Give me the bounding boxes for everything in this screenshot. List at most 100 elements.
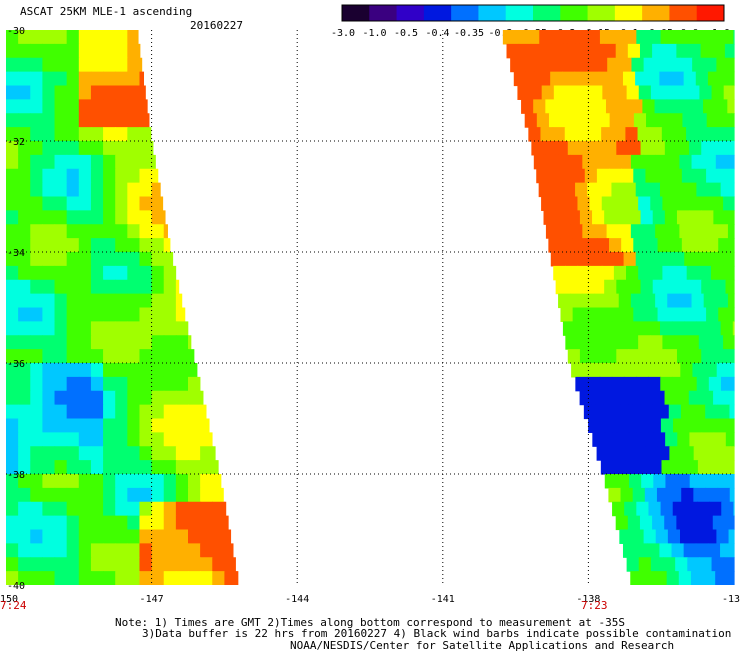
wind-cell — [650, 196, 664, 211]
wind-cell — [78, 85, 92, 100]
wind-cell — [669, 307, 683, 322]
wind-cell — [139, 515, 153, 531]
wind-cell — [733, 418, 735, 433]
west-pass-time: 7:24 — [0, 599, 27, 612]
wind-cell — [732, 182, 735, 198]
wind-cell — [681, 238, 695, 253]
wind-cell — [538, 71, 551, 87]
wind-cell — [42, 85, 56, 100]
wind-cell — [30, 404, 43, 420]
wind-cell — [188, 432, 201, 447]
wind-cell — [560, 307, 574, 322]
wind-cell — [718, 113, 732, 128]
wind-cell — [54, 432, 68, 447]
wind-cell — [550, 182, 564, 198]
wind-cell — [575, 321, 588, 336]
wind-cell — [599, 182, 613, 198]
wind-cell — [533, 99, 546, 114]
wind-cell — [609, 168, 622, 184]
wind-cell — [6, 557, 19, 572]
wind-cell — [42, 446, 56, 461]
wind-cell — [6, 210, 19, 225]
wind-cell — [30, 390, 43, 406]
wind-cell — [713, 279, 727, 295]
wind-cell — [6, 543, 19, 558]
wind-cell — [687, 557, 701, 572]
wind-cell — [103, 99, 116, 114]
wind-cell — [54, 30, 68, 45]
wind-cell — [42, 99, 56, 114]
wind-cell — [718, 168, 731, 184]
wind-cell — [42, 182, 56, 198]
wind-cell — [188, 571, 201, 585]
wind-cell — [115, 252, 128, 267]
wind-cell — [115, 182, 128, 198]
wind-cell — [630, 99, 643, 114]
wind-cell — [689, 279, 702, 295]
wind-cell — [78, 529, 92, 544]
wind-cell — [127, 127, 141, 142]
wind-cell — [18, 363, 31, 378]
wind-cell — [527, 30, 540, 45]
wind-cell — [30, 543, 43, 558]
wind-cell — [175, 432, 189, 447]
wind-cell — [115, 321, 128, 336]
wind-cell — [54, 501, 68, 517]
wind-cell — [127, 43, 141, 59]
wind-cell — [163, 487, 177, 503]
wind-cell — [693, 446, 707, 461]
wind-cell — [686, 196, 700, 211]
wind-cell — [18, 71, 31, 87]
wind-cell — [151, 141, 154, 156]
wind-cell — [139, 238, 153, 253]
wind-cell — [661, 127, 675, 142]
wind-cell — [90, 376, 104, 392]
wind-cell — [710, 127, 724, 142]
wind-cell — [586, 71, 600, 87]
wind-cell — [633, 238, 647, 253]
wind-cell — [643, 154, 656, 170]
wind-cell — [667, 293, 680, 309]
wind-cell — [6, 446, 19, 461]
wind-cell — [78, 293, 92, 309]
wind-cell — [591, 390, 605, 406]
wind-cell — [115, 349, 128, 364]
wind-cell — [696, 252, 710, 267]
wind-cell — [707, 543, 721, 558]
wind-cell — [115, 71, 128, 87]
wind-cell — [712, 43, 726, 59]
wind-cell — [127, 349, 141, 364]
wind-cell — [54, 293, 68, 309]
note-line-2: 3)Data buffer is 22 hrs from 20160227 4)… — [142, 627, 732, 640]
wind-cell — [18, 252, 31, 267]
wind-cell — [680, 529, 693, 544]
wind-cell — [66, 113, 80, 128]
wind-cell — [677, 474, 691, 489]
wind-cell — [577, 335, 591, 350]
wind-cell — [531, 141, 545, 156]
wind-cell — [115, 85, 128, 100]
wind-cell — [78, 418, 92, 433]
wind-cell — [655, 224, 668, 239]
wind-cell — [127, 446, 141, 461]
wind-cell — [707, 71, 721, 87]
wind-cell — [659, 252, 673, 267]
wind-cell — [697, 460, 711, 475]
wind-cell — [582, 57, 596, 73]
wind-cell — [18, 127, 31, 142]
wind-cell — [127, 390, 141, 406]
wind-cell — [728, 363, 735, 378]
wind-cell — [543, 210, 557, 225]
wind-cell — [553, 196, 566, 211]
wind-cell — [30, 515, 43, 531]
wind-cell — [139, 293, 153, 309]
wind-cell — [691, 293, 705, 309]
wind-cell — [691, 154, 705, 170]
wind-cell — [54, 238, 68, 253]
wind-cell — [66, 85, 80, 100]
wind-cell — [66, 182, 80, 198]
wind-cell — [696, 376, 710, 392]
wind-cell — [78, 432, 92, 447]
wind-cell — [30, 432, 43, 447]
wind-cell — [645, 168, 659, 184]
